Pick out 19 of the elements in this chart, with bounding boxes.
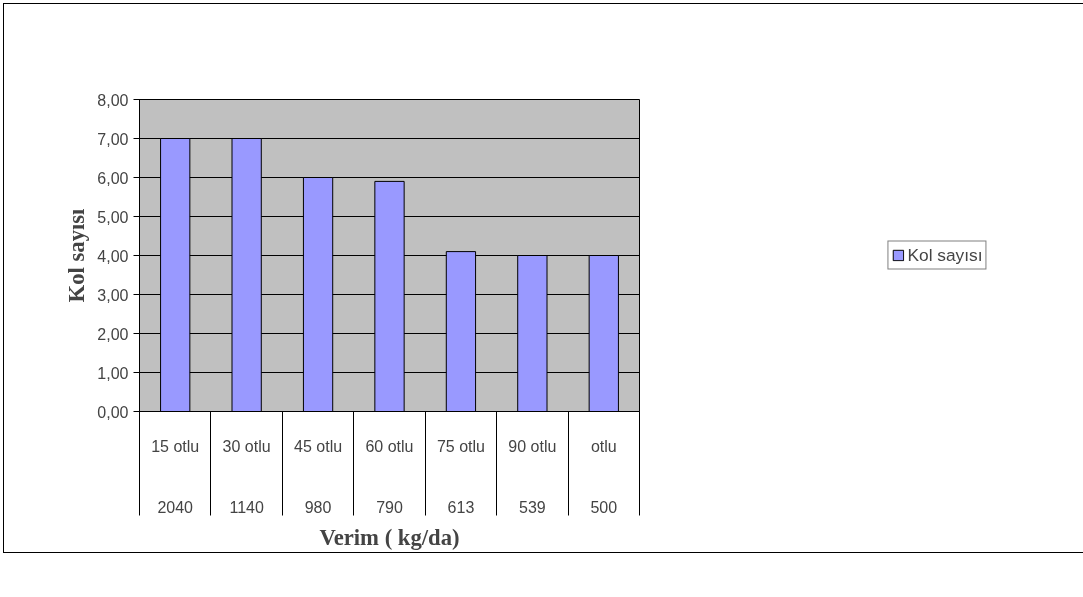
category-label: 30 otlu 1140: [222, 437, 271, 516]
y-axis-title: Kol sayısı: [64, 208, 90, 303]
x-axis-title: Verim ( kg/da): [319, 524, 460, 550]
category-label: 90 otlu 539: [508, 437, 557, 516]
legend-label: Kol sayısı: [907, 244, 983, 266]
category-label: 75 otlu 613: [436, 437, 485, 516]
y-tick-label: 7,00: [97, 130, 129, 148]
y-tick-label: 2,00: [97, 325, 129, 343]
y-tick-label: 6,00: [97, 169, 129, 187]
category-label: 60 otlu 790: [365, 437, 414, 516]
y-tick-label: 3,00: [97, 286, 129, 304]
category-label: 45 otlu 980: [294, 437, 343, 516]
y-tick-label: 1,00: [97, 364, 129, 382]
y-tick-label: 8,00: [97, 91, 129, 109]
category-label: 15 otlu 2040: [151, 437, 200, 516]
y-tick-label: 5,00: [97, 208, 129, 226]
y-tick-label: 0,00: [97, 403, 129, 421]
category-label: otlu 500: [590, 437, 618, 516]
y-tick-label: 4,00: [97, 247, 129, 265]
